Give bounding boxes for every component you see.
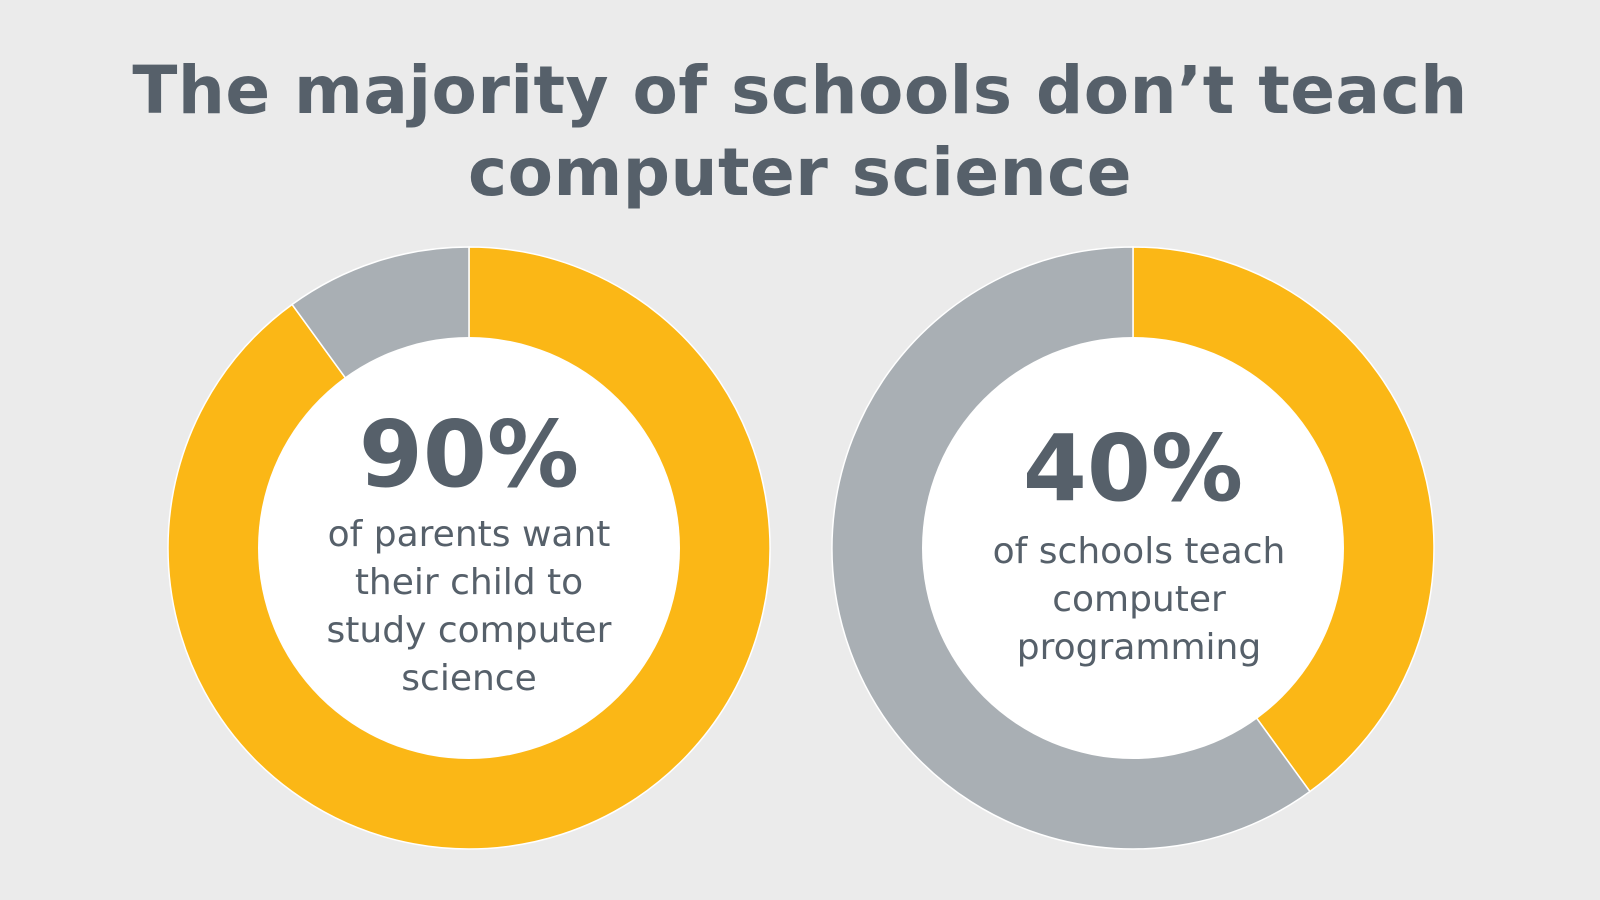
description-line-3: study computer [327, 610, 612, 651]
description-line-2: computer [1052, 579, 1226, 620]
description-line-1: of schools teach [993, 531, 1286, 572]
description-line-3: programming [1017, 627, 1261, 668]
description-line-2: their child to [355, 562, 583, 603]
description-line-1: of parents want [328, 514, 611, 555]
donut-chart-parents: 90% of parents want their child to study… [167, 246, 771, 850]
donut-hole [922, 337, 1344, 759]
percentage-label: 40% [1023, 415, 1243, 522]
infographic-title: The majority of schools don’t teach comp… [132, 52, 1468, 211]
donut-chart-schools: 40% of schools teach computer programmin… [831, 246, 1435, 850]
donut-hole [258, 337, 680, 759]
description-line-4: science [401, 658, 536, 699]
percentage-label: 90% [359, 401, 579, 508]
